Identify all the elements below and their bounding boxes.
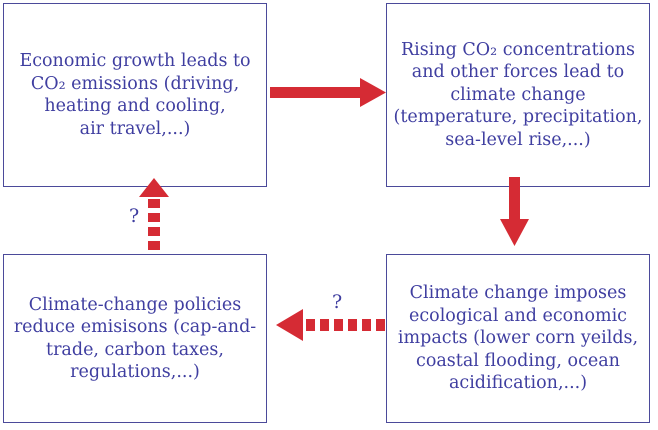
box-economic-growth: Economic growth leads to CO₂ emissions (… xyxy=(3,3,267,187)
arrow-growth-to-climate xyxy=(270,78,386,107)
box-policies-text: Climate-change policies reduce emisisons… xyxy=(13,294,257,383)
uncertainty-mark-left: ? xyxy=(129,205,140,227)
box-climate-change-text: Rising CO₂ concentrations and other forc… xyxy=(393,39,643,150)
arrow-climate-to-impacts xyxy=(500,177,529,246)
arrow-impacts-to-policies xyxy=(276,309,385,341)
box-economic-growth-text: Economic growth leads to CO₂ emissions (… xyxy=(19,51,251,139)
box-impacts-text: Climate change imposes ecological and ec… xyxy=(397,283,639,394)
box-climate-change: Rising CO₂ concentrations and other forc… xyxy=(386,3,650,187)
box-impacts: Climate change imposes ecological and ec… xyxy=(386,254,650,423)
box-policies: Climate-change policies reduce emisisons… xyxy=(3,254,267,423)
uncertainty-mark-bottom: ? xyxy=(332,291,343,313)
arrow-policies-to-growth xyxy=(139,178,169,250)
